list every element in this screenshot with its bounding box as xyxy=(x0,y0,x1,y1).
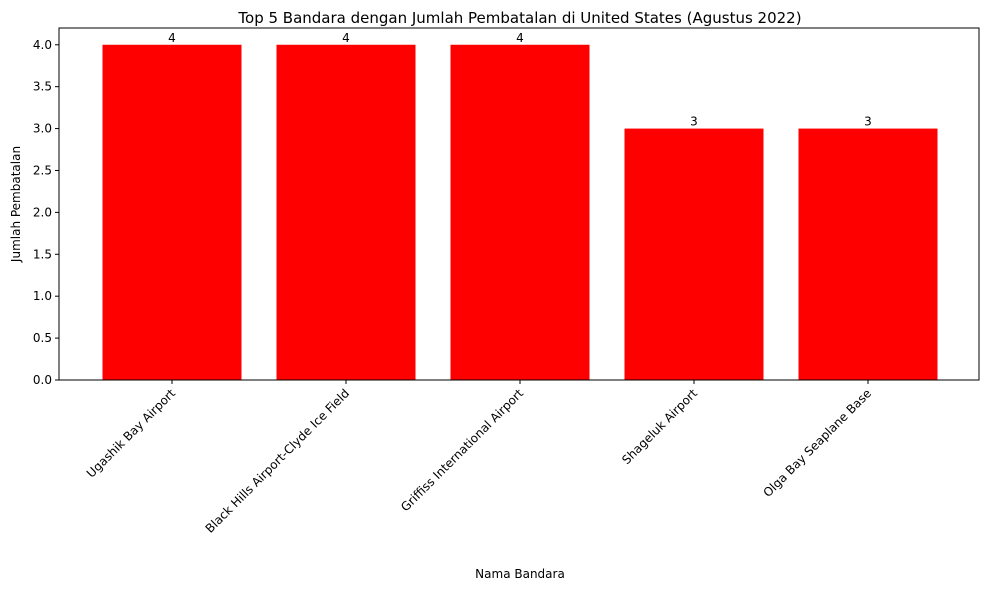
data-label-2: 4 xyxy=(342,31,350,45)
y-tick-label: 2.5 xyxy=(33,163,52,177)
data-label-5: 3 xyxy=(864,115,872,129)
y-axis: 0.0 0.5 1.0 1.5 2.0 2.5 3.0 3.5 4.0 xyxy=(33,38,59,387)
y-tick-label: 1.0 xyxy=(33,289,52,303)
chart-title: Top 5 Bandara dengan Jumlah Pembatalan d… xyxy=(237,9,801,27)
bar-4 xyxy=(624,128,764,380)
bar-2 xyxy=(276,44,416,381)
data-labels-group: 4 4 4 3 3 xyxy=(168,31,872,129)
x-tick-label: Black Hills Airport-Clyde Ice Field xyxy=(203,386,353,536)
plot-area-frame xyxy=(58,27,980,381)
bars-group xyxy=(102,44,938,381)
bar-3 xyxy=(450,44,590,381)
y-axis-label: Jumlah Pembatalan xyxy=(9,146,23,263)
y-tick-label: 4.0 xyxy=(33,38,52,52)
y-tick-label: 3.0 xyxy=(33,122,52,136)
y-tick-label: 1.5 xyxy=(33,247,52,261)
bar-1 xyxy=(102,44,242,381)
data-label-3: 4 xyxy=(516,31,524,45)
bar-5 xyxy=(798,128,938,380)
x-tick-label: Olga Bay Seaplane Base xyxy=(760,386,874,500)
data-label-1: 4 xyxy=(168,31,176,45)
y-tick-label: 0.0 xyxy=(33,373,52,387)
x-axis: Ugashik Bay Airport Black Hills Airport-C… xyxy=(84,380,874,536)
x-tick-label: Griffiss International Airport xyxy=(398,386,526,514)
x-axis-label: Nama Bandara xyxy=(475,567,565,581)
data-label-4: 3 xyxy=(690,115,698,129)
x-tick-label: Shageluk Airport xyxy=(619,386,700,467)
x-tick-label: Ugashik Bay Airport xyxy=(84,386,178,480)
y-tick-label: 0.5 xyxy=(33,331,52,345)
y-tick-label: 3.5 xyxy=(33,80,52,94)
y-tick-label: 2.0 xyxy=(33,205,52,219)
